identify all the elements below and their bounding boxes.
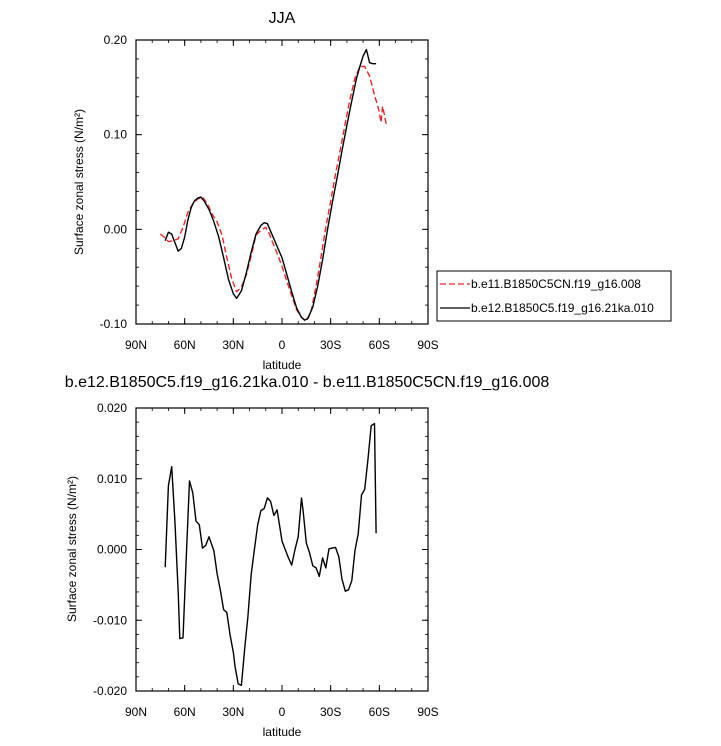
y-tick-label: 0.020: [97, 401, 127, 415]
bottom-panel: b.e12.B1850C5.f19_g16.21ka.010 - b.e11.B…: [65, 374, 550, 739]
x-tick-label: 90S: [417, 338, 438, 352]
bottom-chart-title: b.e12.B1850C5.f19_g16.21ka.010 - b.e11.B…: [65, 374, 550, 391]
bottom-ticks: -0.020 -0.010 0.000 0.010 0.020 90N 60N 30N 0 30S…: [93, 401, 439, 719]
x-tick-label: 90N: [125, 338, 147, 352]
top-x-axis-label: latitude: [263, 358, 302, 372]
bottom-series-lines: [164, 422, 377, 686]
x-tick-label: 60S: [369, 338, 390, 352]
x-tick-label: 30S: [320, 705, 341, 719]
top-series-lines: [159, 48, 389, 322]
top-chart-title: JJA: [269, 10, 296, 27]
y-tick-label: 0.000: [97, 543, 127, 557]
y-tick-label: -0.10: [100, 317, 128, 331]
y-tick-label: 0.20: [104, 33, 128, 47]
y-tick-label: 0.00: [104, 222, 128, 236]
series-line-1: [159, 65, 389, 322]
legend-label-series-1: b.e11.B1850C5CN.f19_g16.008: [471, 277, 641, 291]
y-tick-label: 0.10: [104, 128, 128, 142]
legend-box: [436, 270, 672, 322]
series-line-2: [164, 48, 377, 321]
y-tick-label: -0.010: [93, 613, 127, 627]
x-tick-label: 30S: [320, 338, 341, 352]
legend-label-series-2: b.e12.B1850C5.f19_g16.21ka.010: [471, 301, 654, 315]
legend: b.e11.B1850C5CN.f19_g16.008 b.e12.B1850C…: [436, 270, 672, 322]
x-tick-label: 90N: [125, 705, 147, 719]
series-line-1: [164, 422, 377, 686]
bottom-y-axis-label: Surface zonal stress (N/m²): [65, 476, 79, 622]
x-tick-label: 60N: [174, 338, 196, 352]
x-tick-label: 30N: [222, 705, 244, 719]
top-plot-frame: [135, 39, 429, 325]
bottom-plot-frame: [135, 407, 429, 692]
top-panel: JJA Surface zonal stress (N/m²) latitude…: [72, 10, 672, 372]
top-ticks: -0.10 0.00 0.10 0.20 90N 60N 30N 0 30S 60S 90S: [100, 33, 439, 352]
y-tick-label: 0.010: [97, 472, 127, 486]
bottom-x-axis-label: latitude: [263, 725, 302, 739]
x-tick-label: 30N: [222, 338, 244, 352]
top-y-axis-label: Surface zonal stress (N/m²): [72, 109, 86, 255]
x-tick-label: 60S: [369, 705, 390, 719]
x-tick-label: 0: [279, 338, 286, 352]
x-tick-label: 60N: [174, 705, 196, 719]
y-tick-label: -0.020: [93, 684, 127, 698]
x-tick-label: 0: [279, 705, 286, 719]
x-tick-label: 90S: [417, 705, 438, 719]
